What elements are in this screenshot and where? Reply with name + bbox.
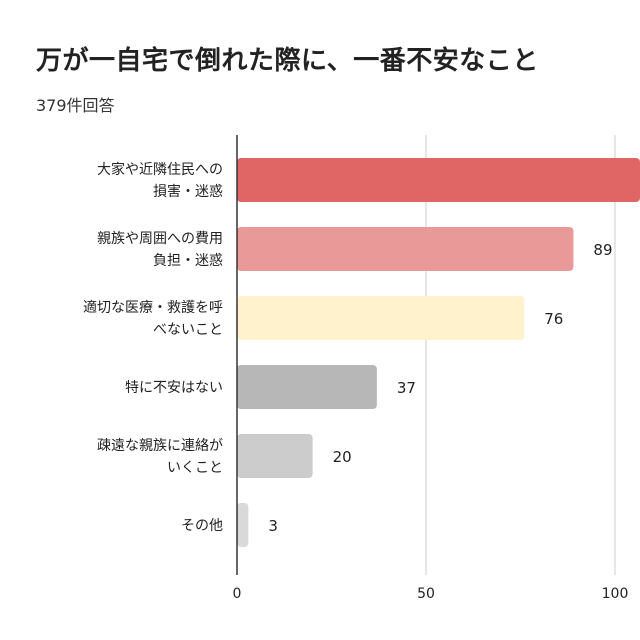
category-label: べないこと xyxy=(153,322,223,338)
category-label: 負担・迷惑 xyxy=(153,253,223,269)
bar xyxy=(237,296,525,340)
bar xyxy=(237,365,377,409)
category-label: 損害・迷惑 xyxy=(153,184,223,200)
bar xyxy=(237,434,313,478)
category-label: 適切な医療・救護を呼 xyxy=(83,299,223,316)
bar xyxy=(237,227,574,271)
category-label: 疎遠な親族に連絡が xyxy=(97,438,223,454)
data-label: 89 xyxy=(593,241,612,259)
category-label: いくこと xyxy=(167,460,223,476)
data-label: 76 xyxy=(544,310,563,328)
x-tick-label: 50 xyxy=(417,586,435,602)
category-label: 特に不安はない xyxy=(125,380,223,396)
category-label: その他 xyxy=(181,518,223,534)
category-label: 親族や周囲への費用 xyxy=(97,231,223,247)
bar xyxy=(237,503,249,547)
x-tick-label: 0 xyxy=(233,586,242,602)
data-label: 3 xyxy=(268,517,278,535)
chart-subtitle: 379件回答 xyxy=(36,96,115,115)
chart-title: 万が一自宅で倒れた際に、一番不安なこと xyxy=(36,46,539,76)
x-tick-label: 100 xyxy=(602,586,629,602)
data-label: 37 xyxy=(397,379,416,397)
category-label: 大家や近隣住民への xyxy=(97,161,223,178)
data-label: 20 xyxy=(333,448,352,466)
bar xyxy=(237,158,640,202)
